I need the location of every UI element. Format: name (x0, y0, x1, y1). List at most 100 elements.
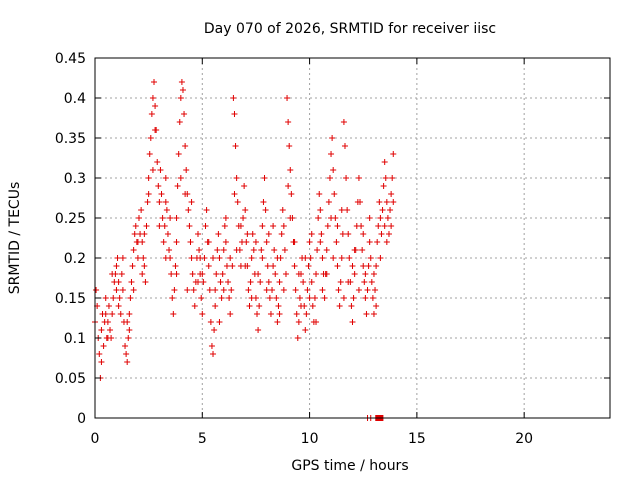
data-point (317, 239, 324, 245)
data-point (147, 135, 154, 141)
y-tick-label: 0.05 (55, 371, 86, 387)
data-point (351, 271, 358, 277)
data-point (93, 287, 100, 293)
data-point (130, 287, 137, 293)
data-point (190, 287, 197, 293)
data-point (183, 167, 190, 173)
data-point (171, 287, 178, 293)
data-point (225, 279, 232, 285)
data-point (245, 287, 252, 293)
y-tick-label: 0.25 (55, 211, 86, 227)
data-point (207, 319, 214, 325)
data-point (205, 263, 212, 269)
data-point (376, 199, 383, 205)
data-point (276, 311, 283, 317)
data-point (321, 295, 328, 301)
data-point (191, 303, 198, 309)
data-point (370, 311, 377, 317)
data-point (381, 159, 388, 165)
data-point (146, 151, 153, 157)
data-point (258, 247, 265, 253)
data-point (246, 303, 253, 309)
data-point (98, 327, 105, 333)
data-point (125, 335, 132, 341)
data-point (388, 223, 395, 229)
data-point (255, 327, 262, 333)
data-point (109, 271, 116, 277)
data-point (244, 231, 251, 237)
data-point (271, 247, 278, 253)
data-point (155, 183, 162, 189)
data-point (280, 287, 287, 293)
data-point (319, 287, 326, 293)
data-point (351, 247, 358, 253)
data-point (221, 223, 228, 229)
data-point (362, 295, 369, 301)
data-point (362, 271, 369, 277)
data-point (151, 79, 158, 85)
data-point (122, 343, 129, 349)
data-point (199, 311, 206, 317)
data-point (259, 223, 266, 229)
data-point (220, 287, 227, 293)
data-point (269, 287, 276, 293)
data-point (330, 255, 337, 261)
data-point (144, 199, 151, 205)
data-point (252, 239, 259, 245)
data-point (184, 287, 191, 293)
data-point (279, 207, 286, 213)
data-point (162, 199, 169, 205)
data-point (308, 231, 315, 237)
data-point (182, 191, 189, 197)
y-tick-label: 0.35 (55, 131, 86, 147)
data-point (234, 199, 241, 205)
data-point (231, 191, 238, 197)
data-point (364, 287, 371, 293)
data-point (278, 231, 285, 237)
data-point (168, 271, 175, 277)
data-point (119, 287, 126, 293)
y-tick-label: 0.2 (64, 251, 86, 267)
data-point (363, 311, 370, 317)
data-point (359, 247, 366, 253)
data-point (338, 207, 345, 213)
data-point (241, 183, 248, 189)
data-point (377, 255, 384, 261)
data-point (316, 191, 323, 197)
data-point (102, 295, 109, 301)
data-point (333, 239, 340, 245)
data-point (100, 343, 107, 349)
data-point (227, 311, 234, 317)
data-point (167, 215, 174, 221)
x-tick-label: 20 (515, 431, 533, 447)
data-point (345, 231, 352, 237)
data-point (249, 231, 256, 237)
data-point (248, 255, 255, 261)
data-point (210, 255, 217, 261)
data-point (102, 311, 109, 317)
data-point (366, 215, 373, 221)
data-point (229, 263, 236, 269)
data-point (141, 231, 148, 237)
data-point (179, 87, 186, 93)
data-point (149, 95, 156, 101)
data-point (366, 239, 373, 245)
data-point (295, 319, 302, 325)
data-point (292, 287, 299, 293)
data-point (385, 231, 392, 237)
data-point (185, 207, 192, 213)
data-point (240, 215, 247, 221)
data-point (222, 215, 229, 221)
data-point (328, 151, 335, 157)
data-point (134, 239, 141, 245)
data-point (307, 255, 314, 261)
data-point (134, 255, 141, 261)
data-point (216, 255, 223, 261)
data-point (306, 295, 313, 301)
data-point (175, 151, 182, 157)
data-point (195, 231, 201, 237)
data-point (166, 247, 173, 253)
data-point (118, 271, 125, 277)
data-point (248, 295, 255, 301)
x-tick-label: 15 (408, 431, 426, 447)
